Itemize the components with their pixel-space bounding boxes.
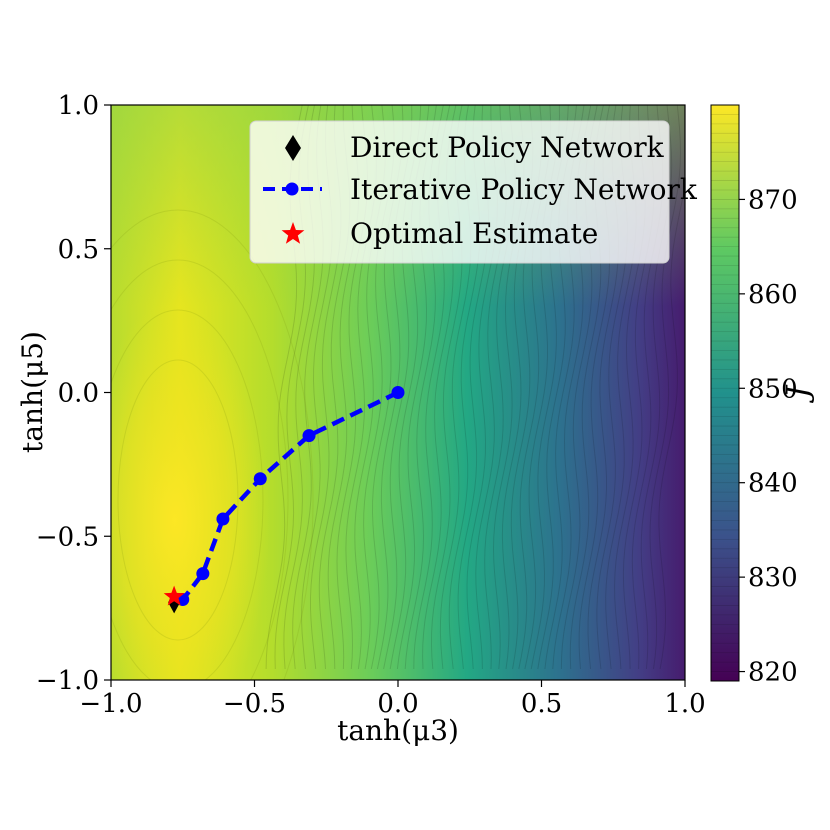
contour-ring — [117, 359, 239, 641]
series-layer — [163, 386, 405, 614]
iterative-point — [216, 512, 230, 526]
colorbar-tick-label: 870 — [748, 185, 798, 215]
x-axis-label: tanh(μ3) — [337, 714, 459, 747]
x-tick-label: 0.0 — [377, 689, 418, 719]
legend-label-optimal: Optimal Estimate — [350, 217, 598, 250]
x-tick-label: −1.0 — [79, 689, 142, 719]
contour-ring — [111, 209, 314, 680]
contour-ring — [111, 259, 289, 680]
contour-ring — [111, 309, 264, 680]
colorbar-tick-label: 840 — [748, 469, 798, 499]
contour-maximum-region — [111, 300, 270, 680]
legend-label-direct: Direct Policy Network — [350, 131, 665, 164]
y-axis-label: tanh(μ5) — [16, 331, 49, 453]
iterative-point — [391, 386, 405, 399]
y-tick-label: −0.5 — [36, 522, 99, 552]
colorbar-tick-label: 830 — [748, 563, 798, 593]
contour-line — [649, 105, 682, 670]
optimal-estimate-point — [163, 585, 185, 606]
legend-diamond-marker — [285, 135, 301, 161]
legend-box — [249, 120, 670, 264]
iterative-point — [196, 567, 210, 581]
colorbar-tick-label: 820 — [748, 658, 798, 688]
colorbar-level-lines — [711, 114, 739, 672]
legend-star-marker — [281, 222, 305, 244]
colorbar-ticks: 820 830 840 850 860 870 — [739, 185, 798, 688]
colorbar-tick-label: 860 — [748, 280, 798, 310]
y-tick-label: 1.0 — [58, 91, 99, 121]
iterative-point — [253, 472, 267, 486]
y-tick-label: 0.5 — [58, 235, 99, 265]
x-axis-ticks: −1.0 −0.5 0.0 0.5 1.0 — [79, 680, 706, 719]
y-tick-label: 0.0 — [58, 379, 99, 409]
legend-label-iterative: Iterative Policy Network — [350, 173, 698, 206]
y-axis-ticks: −1.0 −0.5 0.0 0.5 1.0 — [36, 91, 111, 696]
colorbar-tick-label: 850 — [748, 374, 798, 404]
x-tick-label: −0.5 — [223, 689, 286, 719]
y-tick-label: −1.0 — [36, 666, 99, 696]
x-tick-label: 0.5 — [521, 689, 562, 719]
legend-circle-marker — [285, 182, 299, 196]
contour-line — [658, 182, 685, 670]
x-tick-label: 1.0 — [664, 689, 705, 719]
legend: Direct Policy Network Iterative Policy N… — [249, 120, 698, 264]
iterative-point — [302, 429, 316, 443]
colorbar-gradient — [710, 104, 740, 682]
